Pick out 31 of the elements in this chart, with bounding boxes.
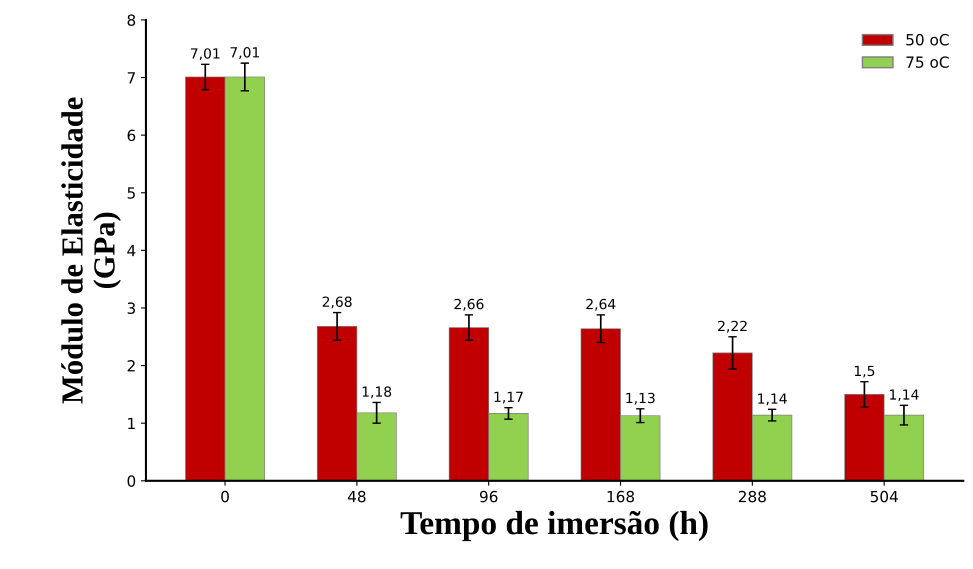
x-tick-label: 504 <box>870 490 898 502</box>
y-tick-label: 4 <box>127 245 136 256</box>
y-tick-label: 8 <box>128 14 136 26</box>
x-tick-label: 288 <box>738 490 766 502</box>
data-label: 7,01 <box>190 48 220 60</box>
legend-label: 50 oC <box>906 34 949 46</box>
data-label: 2,68 <box>322 296 352 308</box>
y-tick-label: 2 <box>128 360 135 372</box>
y-tick-label: 3 <box>128 302 136 314</box>
y-tick-label: 5 <box>128 187 135 199</box>
x-axis-title: Tempo de imersão (h) <box>400 510 708 542</box>
y-tick-label: 7 <box>128 72 135 84</box>
data-label: 1,13 <box>626 392 655 405</box>
y-axis-title: Módulo de Elasticidade (GPa) <box>61 98 121 404</box>
data-label: 1,18 <box>362 386 392 398</box>
x-tick-label: 96 <box>480 490 498 502</box>
data-label: 7,01 <box>230 47 259 59</box>
data-label: 1,14 <box>758 393 787 406</box>
data-label: 1,17 <box>494 392 523 404</box>
data-label: 2,64 <box>586 298 616 311</box>
data-label: 2,66 <box>454 298 484 311</box>
legend-label: 75 oC <box>906 56 949 68</box>
x-tick-label: 168 <box>608 490 634 502</box>
data-label: 1,14 <box>890 389 919 402</box>
data-label: 2,22 <box>718 320 747 333</box>
y-tick-label: 1 <box>128 418 135 429</box>
x-tick-label: 0 <box>221 490 229 502</box>
y-tick-label: 0 <box>128 475 136 487</box>
y-tick-label: 6 <box>128 130 136 142</box>
x-tick-label: 48 <box>348 490 366 502</box>
data-label: 1,5 <box>854 366 874 378</box>
